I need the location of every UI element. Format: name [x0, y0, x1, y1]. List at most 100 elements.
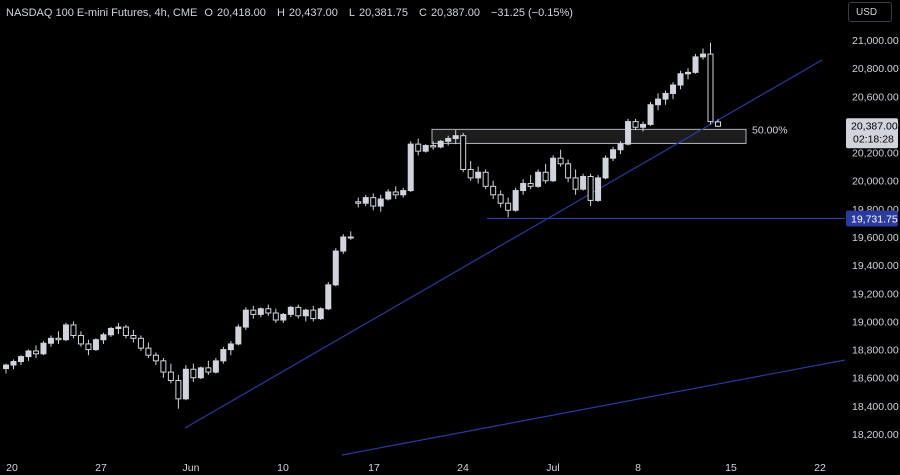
candle-body	[685, 71, 692, 75]
y-tick-label: 19,000.00	[852, 316, 899, 328]
symbol-title[interactable]: NASDAQ 100 E-mini Futures, 4h, CME	[6, 7, 198, 19]
candle	[640, 121, 647, 132]
candle	[670, 82, 677, 100]
candle	[205, 360, 212, 375]
candle	[677, 70, 684, 90]
candle	[377, 194, 384, 212]
candle	[145, 342, 152, 359]
candle-body	[280, 313, 287, 321]
candle-body	[445, 138, 452, 142]
candle-body	[527, 183, 534, 187]
candle	[385, 189, 392, 201]
candle	[535, 169, 542, 188]
currency-button[interactable]: USD	[848, 2, 892, 22]
candle	[32, 345, 39, 359]
candle	[182, 365, 189, 401]
candle	[257, 307, 264, 318]
candle-body	[572, 177, 579, 190]
candle-body	[325, 284, 332, 310]
x-tick-label: 8	[635, 462, 641, 474]
candle	[25, 349, 32, 361]
candle	[647, 101, 654, 126]
candle	[557, 149, 564, 167]
candle-body	[77, 335, 84, 345]
candle-body	[302, 309, 309, 317]
supply-demand-zone: 50.00%	[431, 124, 788, 144]
candle-body	[422, 145, 429, 152]
candle-body	[310, 309, 317, 320]
y-tick-label: 18,200.00	[852, 429, 899, 441]
candle-body	[175, 380, 182, 400]
candle-body	[475, 171, 482, 179]
candle	[137, 335, 144, 351]
candle	[550, 155, 557, 183]
candle	[602, 155, 609, 180]
candle-body	[460, 135, 467, 170]
zone-rectangle	[431, 128, 747, 144]
candle	[415, 138, 422, 156]
candle	[467, 161, 474, 181]
candle-body	[160, 360, 167, 373]
candle	[512, 187, 519, 212]
candle-body	[340, 236, 347, 252]
candle-countdown: 02:18:28	[853, 133, 894, 145]
candle-body	[190, 368, 197, 379]
candle	[715, 119, 721, 127]
candle-body	[467, 168, 474, 179]
candle	[587, 173, 594, 207]
candle-body	[152, 354, 159, 362]
candle-body	[692, 56, 699, 73]
candle	[422, 144, 429, 153]
candle	[392, 186, 399, 200]
candle-body	[415, 143, 422, 152]
candle-body	[287, 306, 294, 315]
candle	[542, 163, 549, 184]
candle-body	[370, 197, 377, 207]
candle	[317, 307, 324, 321]
candle-body	[655, 98, 662, 106]
candle-body	[62, 324, 69, 341]
candle	[220, 346, 227, 364]
y-tick-label: 20,200.00	[852, 148, 899, 160]
candle-body	[85, 343, 92, 351]
symbol-header: NASDAQ 100 E-mini Futures, 4h, CME O 20,4…	[6, 7, 577, 19]
candle-body	[100, 334, 107, 341]
candle-body	[265, 308, 272, 314]
candle	[662, 90, 669, 105]
x-tick-label: 20	[6, 462, 18, 474]
x-tick-label: 15	[725, 462, 737, 474]
candle-body	[580, 175, 587, 190]
candle-body	[647, 104, 654, 125]
candle-body	[385, 191, 392, 200]
y-tick-label: 20,000.00	[852, 176, 899, 188]
candle-body	[332, 250, 339, 286]
trendline-upper	[184, 59, 823, 429]
candle	[175, 374, 182, 409]
candle-body	[355, 201, 362, 204]
candle	[107, 327, 114, 337]
candle	[692, 54, 699, 74]
candle	[475, 166, 482, 184]
candle	[505, 197, 512, 218]
candle	[362, 194, 369, 207]
candle	[437, 139, 444, 149]
candle	[302, 308, 309, 322]
candle	[445, 135, 452, 146]
candle	[565, 159, 572, 183]
candle	[655, 93, 662, 111]
candle-body	[10, 361, 17, 366]
ohlc-close: C 20,387.00	[419, 7, 480, 19]
candle-body	[430, 145, 437, 148]
x-tick-label: 27	[95, 462, 107, 474]
candle	[340, 234, 347, 254]
candle-body	[182, 368, 189, 400]
candle-body	[707, 53, 714, 123]
candle	[287, 305, 294, 318]
candle-body	[625, 121, 632, 145]
candle-body	[220, 349, 227, 362]
candle	[92, 338, 99, 351]
candle	[572, 169, 579, 195]
candle-body	[32, 350, 39, 355]
